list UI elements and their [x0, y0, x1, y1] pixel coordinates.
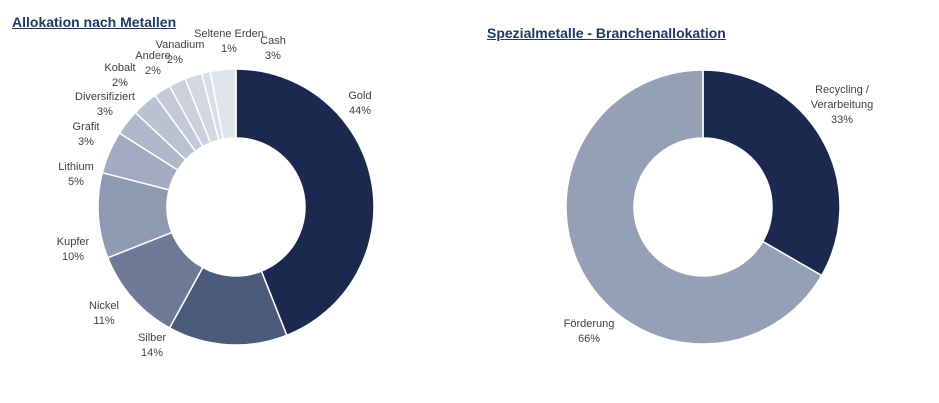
slice-cash [209, 68, 237, 141]
label-vanadium: Vanadium 2% [155, 39, 205, 66]
label-diversifiziert: Diversifiziert 3% [75, 91, 135, 118]
right-chart-title: Spezialmetalle - Branchenallokation [487, 25, 726, 41]
label-nickel: Nickel 11% [89, 300, 119, 327]
slice-gold [235, 68, 375, 337]
slice-förderung [565, 69, 823, 345]
left-chart-title: Allokation nach Metallen [12, 14, 177, 30]
label-lithium: Lithium 5% [58, 161, 94, 188]
label-andere: Andere 2% [135, 50, 171, 77]
label-recycling: Recycling / Verarbeitung 33% [810, 84, 874, 126]
label-kupfer: Kupfer 10% [56, 236, 90, 263]
label-gold: Gold 44% [348, 90, 372, 117]
label-grafit: Grafit 3% [72, 121, 100, 148]
label-foerderung: Förderung 66% [563, 318, 615, 345]
label-kobalt: Kobalt 2% [104, 62, 136, 89]
slice-recycling-verarbeitung [702, 69, 841, 277]
label-silber: Silber 14% [137, 332, 167, 359]
label-seltene-erden: Seltene Erden 1% [194, 28, 264, 55]
label-cash: Cash 3% [260, 35, 286, 62]
